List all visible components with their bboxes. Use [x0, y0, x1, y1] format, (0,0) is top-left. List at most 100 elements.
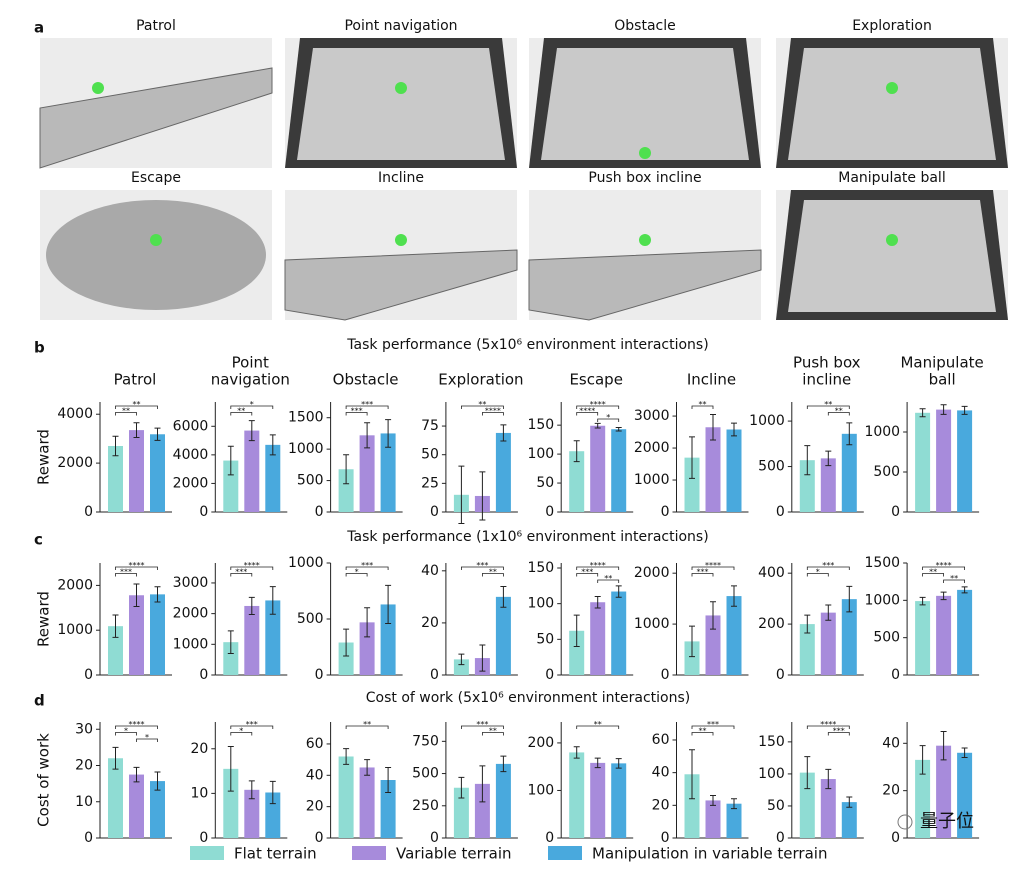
y-tick-label: 1000	[57, 622, 93, 638]
y-tick-label: 500	[297, 473, 324, 489]
watermark: 量子位	[920, 811, 974, 832]
y-tick-label: 0	[776, 830, 785, 846]
y-tick-label: 50	[421, 447, 439, 463]
error-bar	[458, 465, 465, 524]
y-tick-label: 75	[421, 418, 439, 434]
significance-label: *	[250, 400, 254, 409]
bar	[611, 429, 627, 512]
error-bar	[364, 422, 371, 449]
error-bar	[112, 614, 119, 638]
significance-bracket	[827, 412, 850, 416]
bar	[705, 615, 721, 675]
significance-bracket	[115, 725, 158, 729]
y-tick-label: 100	[527, 446, 554, 462]
bar	[569, 630, 585, 675]
significance-bracket	[345, 405, 389, 409]
error-bar	[227, 630, 234, 655]
significance-label: ****	[244, 561, 260, 570]
y-tick-label: 0	[776, 504, 785, 520]
error-bar	[248, 780, 255, 800]
bar	[726, 803, 742, 838]
significance-bracket	[230, 566, 274, 570]
significance-label: ****	[820, 720, 836, 729]
significance-label: ***	[361, 561, 373, 570]
error-bar	[804, 445, 811, 476]
y-tick-label: 500	[758, 459, 785, 475]
error-bar	[458, 776, 465, 799]
bar	[841, 802, 857, 838]
significance-label: **	[604, 574, 612, 583]
bar	[108, 626, 123, 675]
significance-bracket	[943, 579, 965, 583]
bar	[820, 612, 836, 675]
y-tick-label: 0	[430, 830, 439, 846]
bar	[684, 641, 700, 675]
error-bar	[710, 601, 716, 630]
error-bar	[385, 584, 392, 624]
y-tick-label: 1000	[864, 424, 900, 440]
significance-label: ***	[707, 720, 719, 729]
y-tick-label: 0	[891, 667, 900, 683]
significance-label: ****	[936, 561, 952, 570]
error-bar	[248, 596, 255, 616]
error-bar	[385, 766, 392, 794]
error-bar	[804, 614, 811, 634]
y-tick-label: 100	[758, 766, 785, 782]
significance-label: **	[122, 407, 130, 416]
bar	[726, 596, 742, 675]
y-tick-label: 0	[199, 504, 208, 520]
bar	[244, 430, 260, 512]
error-bar	[133, 422, 140, 438]
scene-title: Obstacle	[614, 18, 675, 34]
significance-bracket	[576, 566, 620, 570]
scene-image	[776, 38, 1008, 168]
significance-bracket	[115, 405, 158, 409]
bar	[108, 446, 123, 512]
bar	[453, 787, 469, 838]
bar	[590, 602, 606, 675]
y-tick-label: 0	[430, 667, 439, 683]
scene-title: Patrol	[136, 18, 176, 34]
significance-label: ****	[705, 561, 721, 570]
bar	[495, 596, 511, 675]
bar	[380, 780, 396, 838]
significance-bracket	[230, 412, 253, 416]
y-tick-label: 1000	[864, 592, 900, 608]
y-tick-label: 0	[661, 830, 670, 846]
significance-label: *	[816, 568, 820, 577]
bar	[915, 412, 931, 512]
error-bar	[804, 756, 811, 790]
y-tick-label: 4000	[173, 447, 209, 463]
bar	[915, 601, 931, 675]
error-bar	[710, 795, 716, 806]
y-tick-label: 10	[190, 785, 208, 801]
error-bar	[961, 405, 968, 415]
chart-title: Patrol	[114, 371, 157, 389]
significance-bracket	[597, 418, 620, 422]
chart-title: Incline	[687, 371, 736, 389]
bar	[244, 605, 260, 675]
bar	[265, 792, 281, 838]
y-tick-label: 40	[882, 735, 900, 751]
bar	[569, 451, 585, 512]
bar	[380, 433, 396, 512]
significance-bracket	[691, 573, 714, 577]
bar	[936, 745, 952, 838]
error-bar	[385, 419, 392, 448]
y-tick-label: 1000	[634, 616, 670, 632]
error-bar	[940, 591, 947, 601]
significance-bracket	[230, 405, 274, 409]
legend-label: Variable terrain	[396, 845, 512, 863]
chart-title: ball	[929, 371, 956, 389]
significance-bracket	[115, 573, 137, 577]
y-tick-label: 50	[767, 798, 785, 814]
bar	[223, 460, 239, 512]
bar	[590, 425, 606, 512]
bar	[359, 622, 375, 675]
significance-bracket	[230, 732, 253, 736]
bar	[957, 752, 973, 838]
bar	[265, 444, 281, 512]
y-tick-label: 25	[421, 475, 439, 491]
significance-label: ***	[581, 568, 593, 577]
error-bar	[961, 586, 968, 594]
